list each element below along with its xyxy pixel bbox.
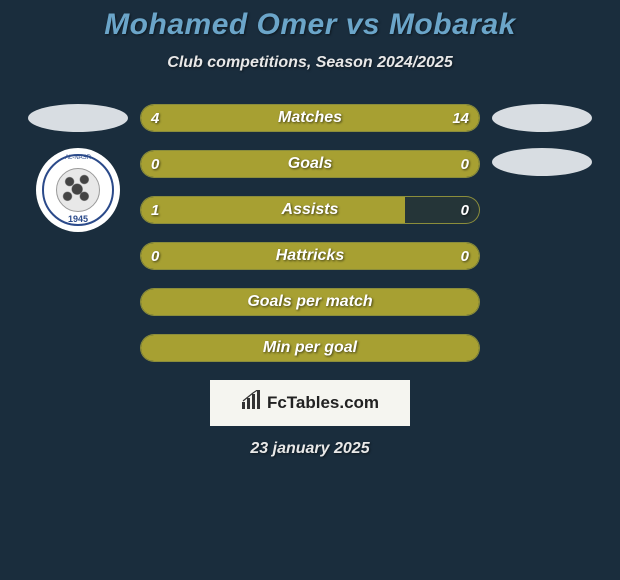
stat-bar: Hattricks0 0 <box>140 242 480 270</box>
club-badge-year: 1945 <box>68 214 88 224</box>
club-badge-placeholder <box>492 148 592 176</box>
stat-label: Goals <box>141 151 479 177</box>
stat-label: Goals per match <box>141 289 479 315</box>
subtitle: Club competitions, Season 2024/2025 <box>0 54 620 72</box>
stat-label: Hattricks <box>141 243 479 269</box>
club-badge-left: AL-NASR 1945 <box>36 148 120 232</box>
stat-bar: Min per goal <box>140 334 480 362</box>
stat-value-left: 0 <box>141 151 169 177</box>
stat-bar: Assists1 0 <box>140 196 480 224</box>
stat-bar: Goals per match <box>140 288 480 316</box>
logo-text: FcTables.com <box>267 393 379 413</box>
stat-value-right: 14 <box>442 105 479 131</box>
comparison-bars: Matches414Goals00Assists10Hattricks00Goa… <box>140 104 480 362</box>
stats-area: AL-NASR 1945 Matches414Goals00Assists10H… <box>0 104 620 362</box>
player-avatar-placeholder <box>28 104 128 132</box>
stat-label: Min per goal <box>141 335 479 361</box>
stat-bar: Matches4 14 <box>140 104 480 132</box>
chart-icon <box>241 390 263 416</box>
player-avatar-placeholder <box>492 104 592 132</box>
right-player-col <box>492 104 592 362</box>
stat-label: Assists <box>141 197 479 223</box>
date-label: 23 january 2025 <box>0 440 620 458</box>
stat-value-right: 0 <box>451 243 479 269</box>
stat-bar: Goals0 0 <box>140 150 480 178</box>
stat-value-right: 0 <box>451 151 479 177</box>
fctables-logo: FcTables.com <box>210 380 410 426</box>
stat-label: Matches <box>141 105 479 131</box>
stat-value-left: 4 <box>141 105 169 131</box>
page-title: Mohamed Omer vs Mobarak <box>0 8 620 42</box>
stat-value-right: 0 <box>451 197 479 223</box>
infographic-container: Mohamed Omer vs Mobarak Club competition… <box>0 0 620 458</box>
stat-value-left: 1 <box>141 197 169 223</box>
stat-value-left: 0 <box>141 243 169 269</box>
left-player-col: AL-NASR 1945 <box>28 104 128 362</box>
